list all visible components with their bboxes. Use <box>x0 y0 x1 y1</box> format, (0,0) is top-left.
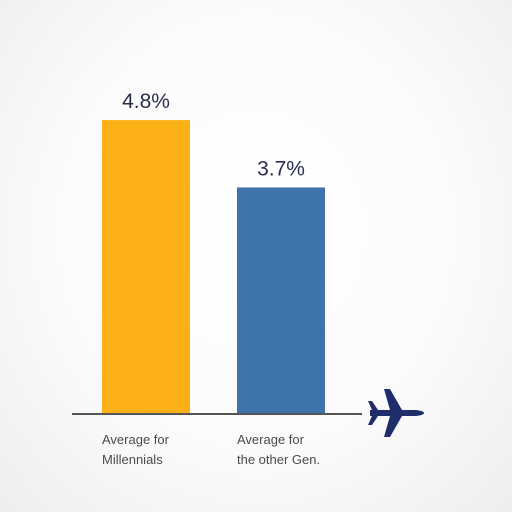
category-label-2: Average for the other Gen. <box>237 432 320 467</box>
bars-layer <box>102 120 325 414</box>
category-label-line: Millennials <box>102 452 163 467</box>
bar-1 <box>102 120 190 414</box>
airplane-icon <box>368 389 424 437</box>
category-label-line: the other Gen. <box>237 452 320 467</box>
value-label-1: 4.8% <box>122 90 170 113</box>
value-label-2: 3.7% <box>257 157 305 180</box>
category-label-line: Average for <box>102 432 170 447</box>
category-label-1: Average for Millennials <box>102 432 170 467</box>
bar-2 <box>237 187 325 414</box>
labels-layer: 4.8% Average for Millennials 3.7% Average fo… <box>102 90 320 467</box>
category-label-line: Average for <box>237 432 305 447</box>
